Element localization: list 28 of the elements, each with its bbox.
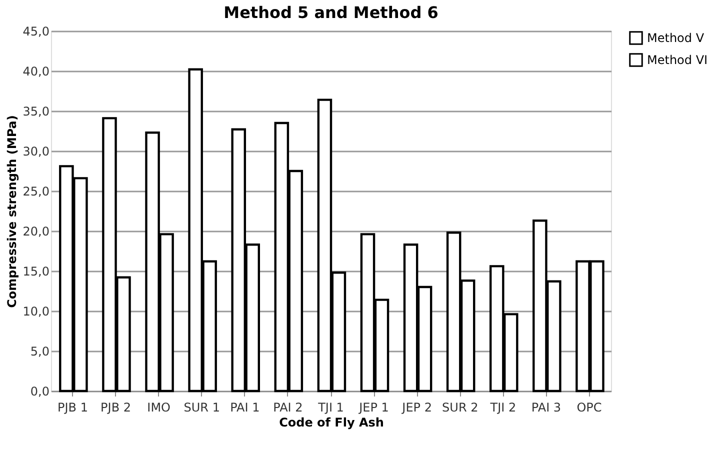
- y-tick-label: 45,0: [22, 24, 50, 38]
- y-tick-label: 35,0: [22, 104, 50, 118]
- x-tick-label: TJI 1: [317, 400, 344, 414]
- y-tick-label: 0,0: [30, 384, 50, 398]
- x-axis-title: Code of Fly Ash: [279, 416, 384, 430]
- x-tick-label: PJB 2: [100, 400, 132, 414]
- x-tick-label: PAI 2: [273, 400, 303, 414]
- x-tick-label: JEP 2: [401, 400, 432, 414]
- x-tick-label: PJB 1: [58, 400, 88, 414]
- x-tick-label: TJI 2: [489, 400, 516, 414]
- legend-label: Method V: [647, 31, 705, 45]
- y-tick-label: 10,0: [22, 304, 50, 318]
- x-tick-label: IMO: [147, 400, 170, 414]
- y-tick-label: 15,0: [22, 264, 50, 278]
- y-axis-title: Compressive strength (MPa): [4, 115, 19, 308]
- x-tick-label: SUR 1: [184, 400, 220, 414]
- y-tick-label: 30,0: [22, 144, 50, 158]
- chart-title: Method 5 and Method 6: [224, 3, 438, 22]
- x-tick-label: SUR 2: [442, 400, 478, 414]
- legend-label: Method VI: [647, 53, 708, 67]
- y-tick-label: 25,0: [22, 184, 50, 198]
- y-tick-label: 20,0: [22, 224, 50, 238]
- x-tick-label: OPC: [576, 400, 602, 414]
- x-tick-label: JEP 1: [358, 400, 389, 414]
- x-tick-label: PAI 3: [531, 400, 562, 414]
- y-tick-label: 40,0: [22, 64, 50, 78]
- y-tick-label: 5,0: [30, 344, 50, 358]
- x-tick-label: PAI 1: [230, 400, 260, 414]
